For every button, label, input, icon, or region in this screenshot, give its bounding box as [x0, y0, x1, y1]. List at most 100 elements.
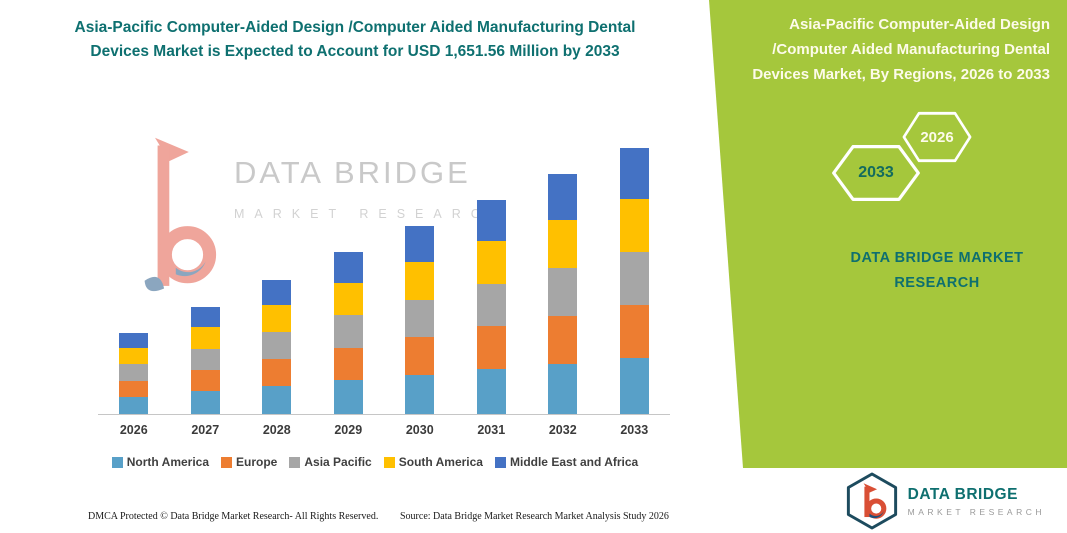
bar-segment-south-america: [262, 305, 292, 333]
bar-segment-north-america: [619, 358, 649, 414]
bar-column-2029: [313, 125, 385, 414]
bar-segment-middle-east-and-africa: [262, 279, 292, 306]
legend-swatch: [383, 456, 395, 468]
bar-segment-north-america: [548, 363, 578, 414]
x-axis-label: 2030: [405, 423, 434, 437]
panel-brand-text: DATA BRIDGE MARKET RESEARCH: [850, 250, 1024, 291]
x-axis-label: 2026: [119, 423, 148, 437]
bar-segment-north-america: [119, 396, 149, 414]
bar-segment-europe: [119, 380, 149, 397]
legend: North America Europe Asia Pacific South Ame…: [70, 455, 680, 469]
legend-swatch: [289, 456, 301, 468]
bar-segment-asia-pacific: [262, 332, 292, 359]
bar-stack: [119, 332, 149, 414]
watermark-brand: DATA BRIDGE: [234, 155, 471, 190]
watermark-text: DATA BRIDGE MARKET RESEARCH: [234, 155, 509, 221]
legend-item: Asia Pacific: [289, 455, 372, 469]
x-axis-label: 2031: [477, 423, 506, 437]
x-axis-label: 2033: [620, 423, 649, 437]
hexagon-2026: 2026: [901, 110, 973, 164]
bar-stack: [619, 147, 649, 414]
x-axis-labels: 2026 2027 2028 2029 2030 2031 2032 2033: [98, 423, 670, 437]
bar-column-2028: [241, 125, 313, 414]
hexagon-2033: 2033: [830, 143, 922, 203]
x-axis-label: 2027: [191, 423, 220, 437]
x-axis-label: 2032: [548, 423, 577, 437]
bar-segment-south-america: [476, 240, 506, 284]
bar-segment-europe: [190, 370, 220, 392]
bar-segment-south-america: [548, 219, 578, 268]
legend-swatch: [494, 456, 506, 468]
bar-segment-asia-pacific: [119, 364, 149, 381]
source-text: Source: Data Bridge Market Research Mark…: [400, 511, 669, 522]
bar-segment-south-america: [333, 282, 363, 316]
bar-segment-middle-east-and-africa: [548, 174, 578, 220]
bar-segment-europe: [619, 304, 649, 359]
bar-stack: [333, 252, 363, 414]
bar-column-2030: [384, 125, 456, 414]
bar-segment-asia-pacific: [405, 299, 435, 337]
stacked-bar-chart: 2026 2027 2028 2029 2030 2031 2032 2033: [98, 125, 670, 437]
bar-stack: [262, 279, 292, 414]
dmca-text: DMCA Protected © Data Bridge Market Rese…: [88, 511, 379, 522]
bar-segment-middle-east-and-africa: [190, 306, 220, 328]
bar-segment-middle-east-and-africa: [333, 252, 363, 283]
bar-stack: [476, 200, 506, 414]
chart-title: Asia-Pacific Computer-Aided Design /Comp…: [74, 19, 636, 61]
bar-segment-south-america: [190, 327, 220, 349]
bar-segment-asia-pacific: [333, 315, 363, 348]
hexagon-outline-icon: [902, 111, 972, 163]
right-panel: Asia-Pacific Computer-Aided Design /Comp…: [709, 0, 1067, 468]
bar-stack: [190, 306, 220, 414]
legend-item: North America: [111, 455, 210, 469]
bar-segment-europe: [476, 326, 506, 369]
legend-label: South America: [398, 455, 483, 469]
bar-segment-asia-pacific: [476, 283, 506, 327]
bar-column-2033: [599, 125, 671, 414]
bar-segment-north-america: [262, 385, 292, 414]
bar-segment-middle-east-and-africa: [476, 200, 506, 241]
bar-column-2031: [456, 125, 528, 414]
bar-segment-south-america: [119, 348, 149, 365]
bar-segment-north-america: [405, 374, 435, 414]
footer-logo: DATA BRIDGE MARKET RESEARCH: [845, 471, 1045, 531]
legend-label: Europe: [236, 455, 278, 469]
hexagon-2033-label: 2033: [858, 164, 894, 181]
legend-label: North America: [126, 455, 210, 469]
footer-logo-text: DATA BRIDGE MARKET RESEARCH: [908, 486, 1045, 517]
bar-segment-europe: [333, 347, 363, 380]
legend-item: South America: [383, 455, 483, 469]
legend-item: Europe: [221, 455, 277, 469]
bar-segment-europe: [548, 315, 578, 364]
footer-logo-sub: MARKET RESEARCH: [907, 506, 1045, 517]
panel-title: Asia-Pacific Computer-Aided Design /Comp…: [752, 16, 1050, 83]
bar-stack: [548, 174, 578, 414]
legend-label: Asia Pacific: [304, 455, 372, 469]
legend-item: Middle East and Africa: [494, 455, 639, 469]
legend-swatch: [221, 456, 233, 468]
footer-logo-brand: DATA BRIDGE: [907, 485, 1018, 503]
watermark: DATA BRIDGE MARKET RESEARCH: [142, 133, 509, 301]
x-axis-label: 2028: [262, 423, 291, 437]
bar-stack: [405, 226, 435, 414]
hexagon-2026-label: 2026: [920, 128, 954, 146]
bar-column-2027: [170, 125, 242, 414]
bar-segment-europe: [405, 337, 435, 375]
bar-segment-asia-pacific: [190, 348, 220, 371]
plot-area: [98, 125, 670, 415]
bar-segment-middle-east-and-africa: [619, 147, 649, 199]
bar-segment-asia-pacific: [619, 251, 649, 305]
bar-segment-asia-pacific: [548, 267, 578, 316]
bar-segment-middle-east-and-africa: [405, 226, 435, 262]
legend-label: Middle East and Africa: [509, 455, 639, 469]
bar-segment-south-america: [619, 198, 649, 252]
bar-segment-south-america: [405, 262, 435, 300]
bar-segment-north-america: [333, 380, 363, 414]
bar-segment-middle-east-and-africa: [119, 332, 149, 349]
bar-segment-north-america: [190, 391, 220, 414]
bar-segment-europe: [262, 358, 292, 386]
bar-column-2032: [527, 125, 599, 414]
x-axis-label: 2029: [334, 423, 363, 437]
hexagon-outline-icon: [832, 145, 920, 201]
